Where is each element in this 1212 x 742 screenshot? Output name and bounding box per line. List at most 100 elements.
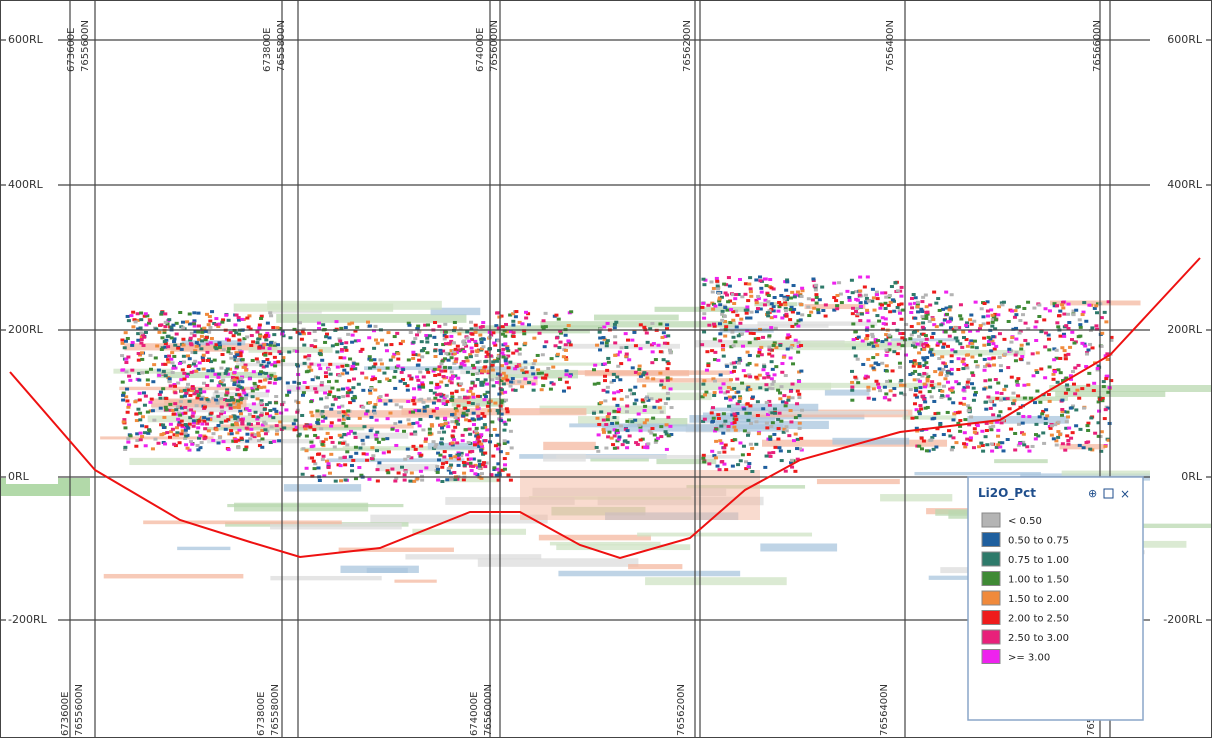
interval: [337, 433, 342, 437]
interval: [870, 299, 875, 303]
interval: [455, 455, 460, 459]
interval: [988, 406, 993, 410]
interval: [634, 398, 639, 402]
interval: [446, 341, 451, 345]
interval: [465, 409, 470, 413]
interval: [262, 385, 267, 389]
interval: [340, 372, 345, 376]
interval: [1065, 410, 1070, 414]
interval: [461, 411, 466, 415]
interval: [539, 371, 544, 375]
interval: [949, 293, 954, 297]
interval: [420, 381, 425, 385]
interval: [140, 351, 145, 355]
interval: [479, 433, 484, 437]
rl-label: 200RL: [1167, 323, 1203, 336]
interval: [473, 330, 478, 334]
interval: [506, 473, 511, 477]
interval: [206, 399, 211, 403]
interval: [850, 388, 855, 392]
interval: [713, 350, 718, 354]
interval: [233, 323, 238, 327]
interval: [377, 380, 382, 384]
interval: [476, 433, 481, 437]
interval: [440, 479, 445, 483]
interval: [258, 379, 263, 383]
interval: [353, 445, 358, 449]
interval: [469, 386, 474, 390]
interval: [192, 311, 197, 315]
interval: [479, 380, 484, 384]
interval: [330, 386, 335, 390]
interval: [163, 312, 168, 316]
interval: [276, 377, 281, 381]
interval: [327, 393, 332, 397]
interval: [438, 348, 443, 352]
interval: [223, 371, 228, 375]
interval: [242, 391, 247, 395]
interval: [563, 343, 568, 347]
interval: [1062, 312, 1067, 316]
interval: [228, 331, 233, 335]
interval: [663, 335, 668, 339]
interval: [850, 385, 855, 389]
interval: [773, 326, 778, 330]
interval: [163, 342, 168, 346]
interval: [504, 374, 509, 378]
interval: [181, 337, 186, 341]
interval: [228, 415, 233, 419]
interval: [595, 416, 600, 420]
interval: [1046, 392, 1051, 396]
interval: [492, 341, 497, 345]
interval: [1066, 327, 1071, 331]
band: [113, 368, 173, 374]
interval: [855, 298, 860, 302]
interval: [717, 468, 722, 472]
interval: [744, 411, 749, 415]
interval: [923, 293, 928, 297]
interval: [767, 348, 772, 352]
band: [774, 382, 942, 388]
interval: [1104, 377, 1109, 381]
interval: [490, 378, 495, 382]
interval: [351, 458, 356, 462]
restore-button[interactable]: [1103, 488, 1114, 499]
interval: [460, 439, 465, 443]
interval: [418, 370, 423, 374]
interval: [1064, 385, 1069, 389]
interval: [659, 435, 664, 439]
interval: [931, 447, 936, 451]
interval: [997, 441, 1002, 445]
interval: [126, 437, 131, 441]
interval: [564, 357, 569, 361]
interval: [144, 370, 149, 374]
interval: [466, 440, 471, 444]
interval: [508, 360, 513, 364]
interval: [193, 349, 198, 353]
interval: [915, 342, 920, 346]
interval: [814, 283, 819, 287]
interval: [754, 278, 759, 282]
interval: [981, 315, 986, 319]
interval: [134, 444, 139, 448]
interval: [536, 371, 541, 375]
interval: [561, 355, 566, 359]
close-button[interactable]: ×: [1120, 487, 1130, 501]
interval: [984, 407, 989, 411]
interval: [526, 323, 531, 327]
interval: [499, 419, 504, 423]
interval: [180, 429, 185, 433]
interval: [1009, 349, 1014, 353]
interval: [908, 388, 913, 392]
interval: [961, 330, 966, 334]
pin-button[interactable]: ⊕: [1088, 487, 1097, 500]
interval: [900, 336, 905, 340]
interval: [499, 412, 504, 416]
interval: [940, 355, 945, 359]
interval: [125, 336, 130, 340]
legend-panel[interactable]: Li2O_Pct ⊕ × < 0.500.50 to 0.750.75 to 1…: [967, 476, 1144, 721]
interval: [474, 353, 479, 357]
interval: [783, 469, 788, 473]
interval: [343, 346, 348, 350]
band: [150, 398, 247, 408]
